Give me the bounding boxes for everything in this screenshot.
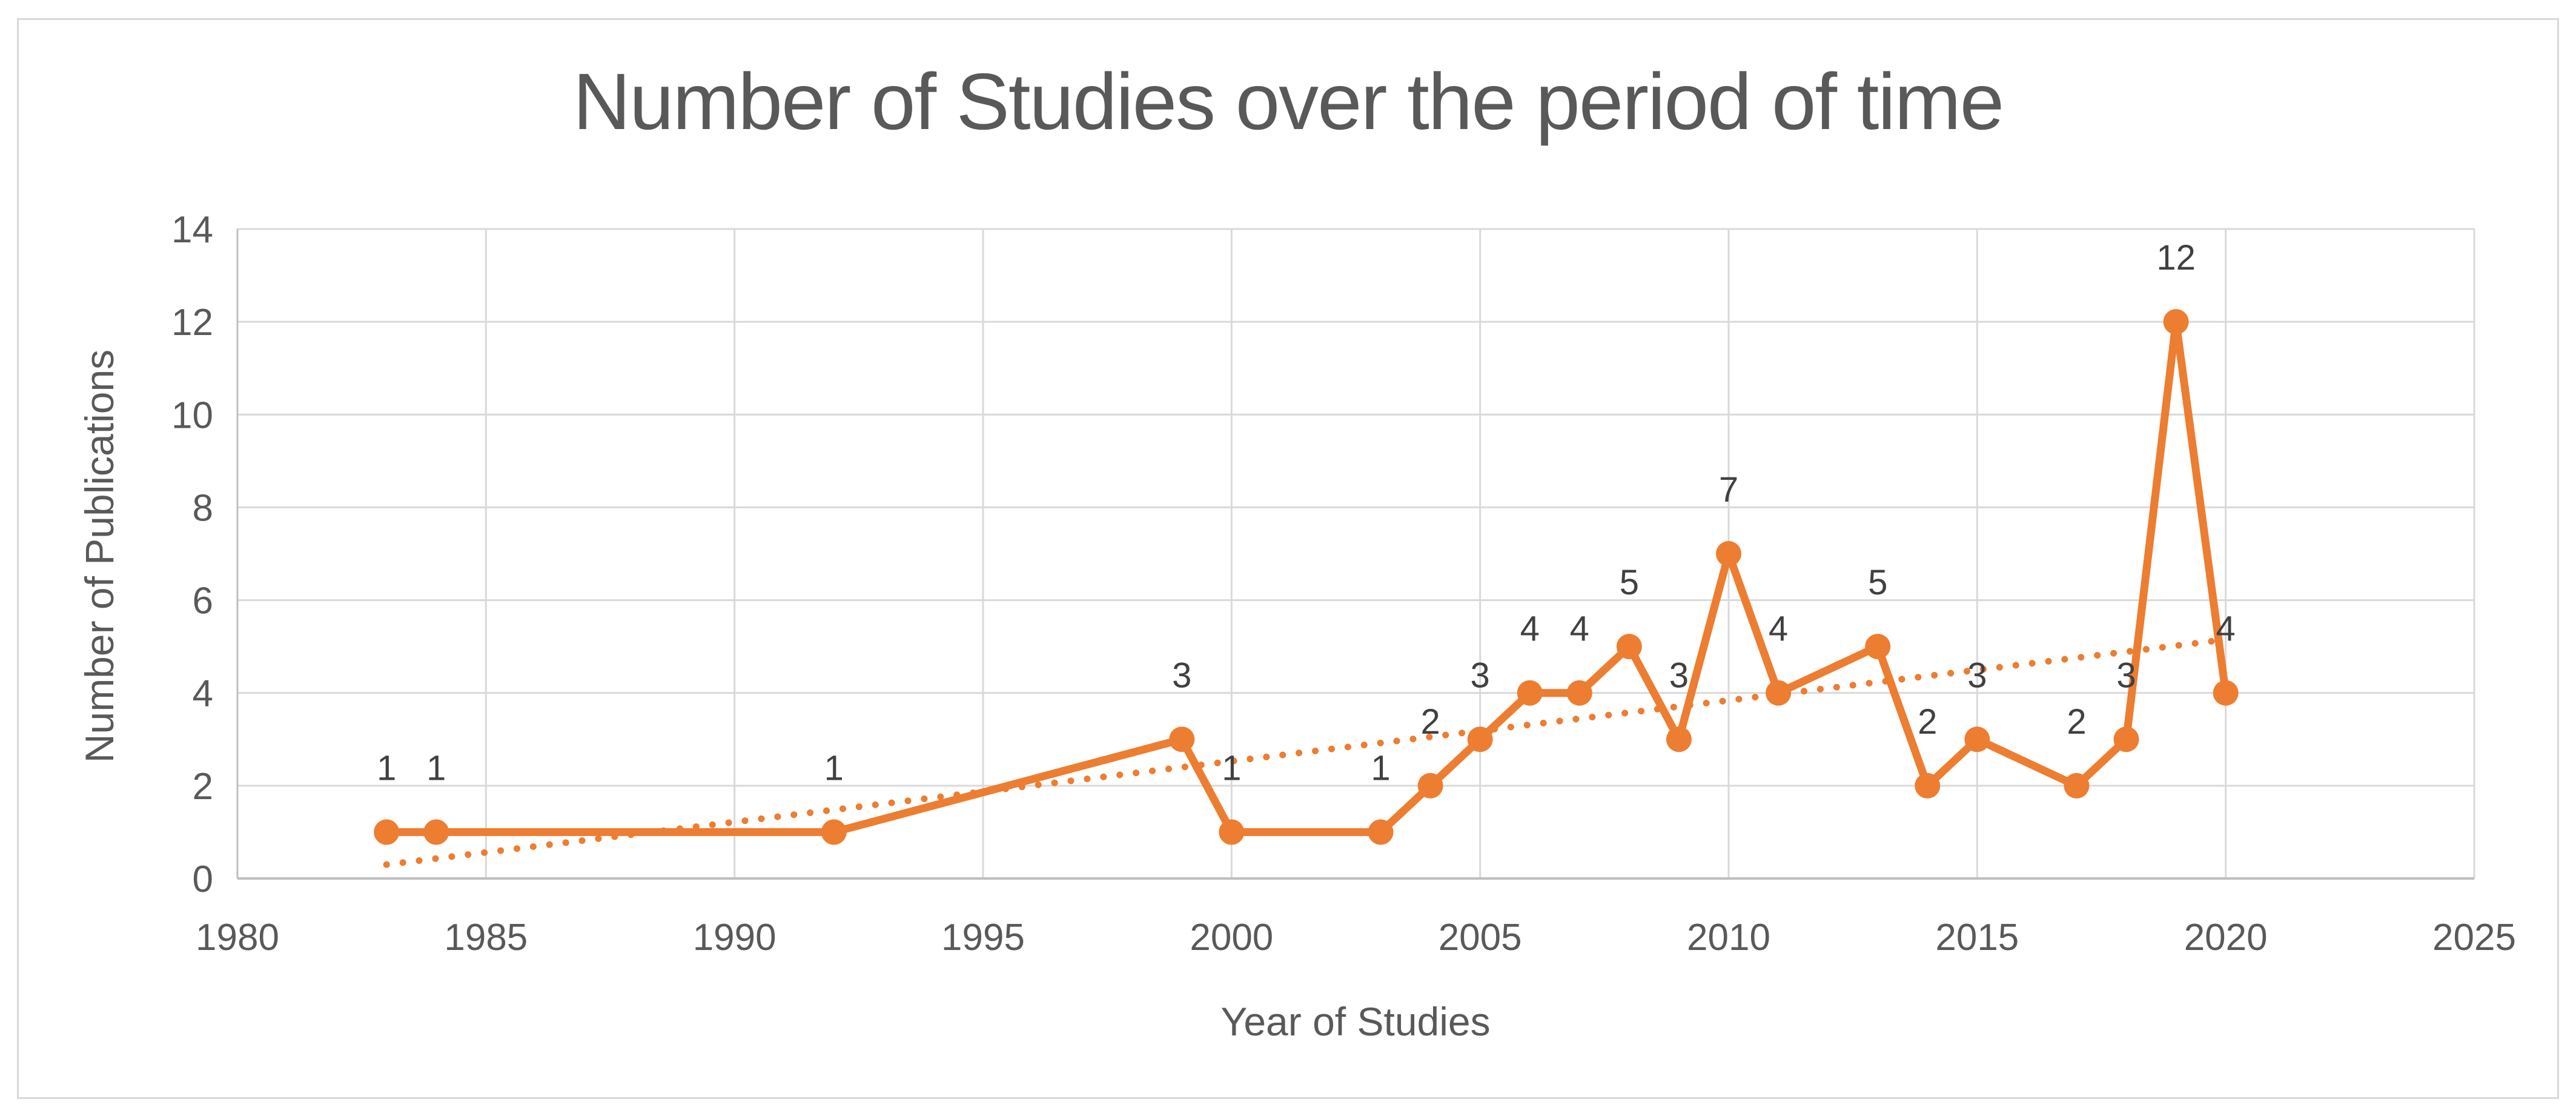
data-point-1983 bbox=[374, 819, 400, 845]
data-label-2003: 1 bbox=[1371, 748, 1390, 788]
data-point-2015 bbox=[1964, 726, 1990, 752]
x-tick-label-2005: 2005 bbox=[1439, 917, 1522, 958]
x-axis-title: Year of Studies bbox=[1220, 999, 1491, 1044]
data-label-2010: 7 bbox=[1719, 470, 1738, 510]
data-label-2015: 3 bbox=[1967, 656, 1987, 695]
x-tick-label-1995: 1995 bbox=[941, 917, 1025, 958]
x-tick-label-1980: 1980 bbox=[196, 917, 279, 958]
y-tick-label-14: 14 bbox=[171, 209, 213, 251]
data-point-2006 bbox=[1517, 680, 1543, 706]
data-label-2013: 5 bbox=[1868, 563, 1887, 602]
data-label-2011: 4 bbox=[1769, 609, 1788, 649]
y-tick-label-8: 8 bbox=[193, 487, 213, 529]
data-point-2014 bbox=[1915, 772, 1941, 799]
data-point-2017 bbox=[2064, 772, 2090, 799]
y-tick-label-12: 12 bbox=[171, 302, 213, 344]
y-tick-label-2: 2 bbox=[193, 766, 213, 808]
data-point-1999 bbox=[1169, 726, 1195, 752]
x-tick-label-1985: 1985 bbox=[444, 917, 528, 958]
data-label-1983: 1 bbox=[377, 748, 396, 788]
data-label-2020: 4 bbox=[2216, 609, 2236, 649]
x-tick-label-2010: 2010 bbox=[1687, 917, 1770, 958]
x-tick-label-2015: 2015 bbox=[1935, 917, 2019, 958]
series-line bbox=[382, 317, 2230, 836]
x-tick-label-1990: 1990 bbox=[693, 917, 776, 958]
data-point-2007 bbox=[1566, 680, 1592, 706]
data-point-1992 bbox=[821, 819, 847, 845]
data-label-2007: 4 bbox=[1570, 609, 1589, 649]
data-label-2018: 3 bbox=[2116, 656, 2136, 695]
data-label-2000: 1 bbox=[1222, 748, 1241, 788]
y-tick-label-6: 6 bbox=[193, 580, 213, 622]
x-tick-label-2000: 2000 bbox=[1190, 917, 1273, 958]
y-tick-label-0: 0 bbox=[193, 859, 213, 900]
data-label-2006: 4 bbox=[1520, 609, 1540, 649]
data-point-2000 bbox=[1219, 819, 1245, 845]
data-point-2019 bbox=[2163, 309, 2189, 335]
data-point-2009 bbox=[1666, 726, 1692, 752]
data-point-2018 bbox=[2113, 726, 2139, 752]
data-label-2008: 5 bbox=[1620, 563, 1639, 602]
y-tick-label-10: 10 bbox=[171, 394, 213, 436]
chart-title: Number of Studies over the period of tim… bbox=[572, 57, 2004, 146]
y-axis-title: Number of Publications bbox=[77, 349, 122, 763]
data-point-2013 bbox=[1865, 634, 1891, 660]
data-point-2010 bbox=[1716, 541, 1741, 566]
trendline bbox=[383, 636, 2230, 868]
data-label-2019: 12 bbox=[2156, 238, 2196, 277]
data-point-2011 bbox=[1766, 680, 1792, 706]
data-point-2020 bbox=[2213, 680, 2239, 706]
data-label-2004: 2 bbox=[1420, 702, 1440, 742]
data-label-2014: 2 bbox=[1918, 702, 1937, 742]
data-label-2009: 3 bbox=[1669, 656, 1689, 695]
data-label-1999: 3 bbox=[1172, 656, 1191, 695]
data-point-2005 bbox=[1467, 726, 1493, 752]
data-label-2017: 2 bbox=[2067, 702, 2086, 742]
data-point-2003 bbox=[1368, 819, 1394, 845]
data-point-2004 bbox=[1417, 772, 1443, 799]
data-label-1992: 1 bbox=[824, 748, 844, 788]
data-point-2008 bbox=[1616, 634, 1642, 660]
data-label-1984: 1 bbox=[426, 748, 446, 788]
data-label-2005: 3 bbox=[1471, 656, 1490, 695]
y-tick-label-4: 4 bbox=[193, 673, 213, 715]
chart-outer-border bbox=[17, 18, 2559, 1099]
x-tick-label-2025: 2025 bbox=[2432, 917, 2516, 958]
data-point-1984 bbox=[423, 819, 449, 845]
x-tick-label-2020: 2020 bbox=[2184, 917, 2268, 958]
